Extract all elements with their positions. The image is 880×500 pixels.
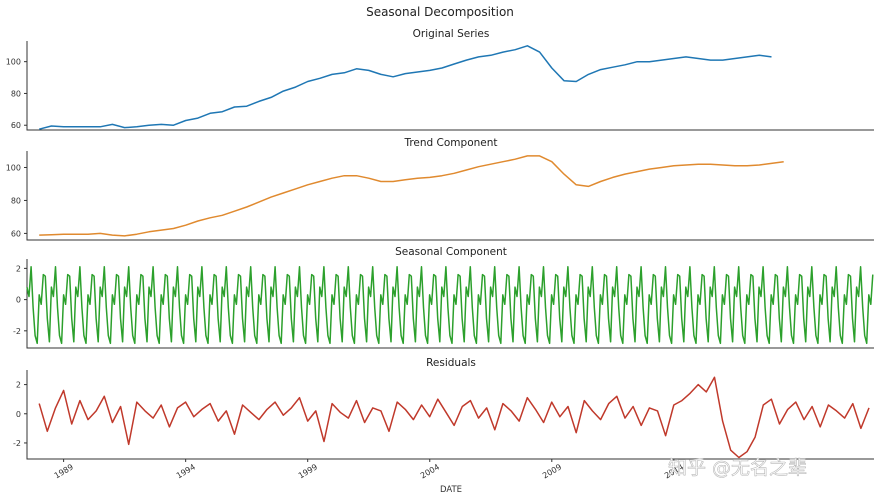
x-tick-label: 2009 [541, 462, 563, 480]
x-axis: 1989 1994 1999 2004 2009 2014 [53, 459, 685, 480]
x-tick-label: 2004 [419, 462, 441, 480]
x-tick-label: 1994 [175, 462, 197, 480]
y-tick-label: -2 [13, 327, 21, 336]
y-tick-label: 0 [16, 296, 21, 305]
panel-2: Trend Component 60 80 100 [6, 137, 874, 241]
panel-title: Original Series [413, 28, 490, 40]
y-tick-label: 0 [16, 410, 21, 419]
x-tick-label: 1989 [53, 462, 75, 480]
y-tick-label: 2 [16, 264, 21, 273]
y-tick-label: 100 [6, 163, 21, 172]
series-line [39, 45, 772, 130]
axis-spine [26, 370, 874, 460]
axis-spine [26, 41, 874, 131]
y-tick-label: 60 [11, 121, 21, 130]
y-tick-label: 100 [6, 58, 21, 67]
x-tick-label: 1999 [297, 462, 319, 480]
figure-title: Seasonal Decomposition [366, 5, 514, 19]
y-tick-label: 60 [11, 229, 21, 238]
axis-spine [26, 151, 874, 241]
series-line [39, 155, 784, 237]
y-tick-label: -2 [13, 439, 21, 448]
panel-4: Residuals -2 0 2 [13, 357, 874, 460]
panel-3: Seasonal Component -2 0 2 [13, 246, 874, 349]
series-line [38, 376, 870, 459]
panel-title: Trend Component [403, 137, 497, 149]
y-tick-label: 80 [11, 196, 21, 205]
y-tick-label: 80 [11, 89, 21, 98]
panel-title: Seasonal Component [395, 246, 507, 258]
y-tick-label: 2 [16, 381, 21, 390]
panel-1: Original Series 60 80 100 [6, 28, 874, 131]
panels: Original Series 60 80 100 Trend Component 60 8… [6, 28, 874, 460]
series-line [26, 266, 874, 345]
x-axis-label: DATE [440, 485, 462, 495]
watermark: 知乎 @无名之辈 [668, 457, 807, 479]
panel-title: Residuals [426, 357, 476, 369]
